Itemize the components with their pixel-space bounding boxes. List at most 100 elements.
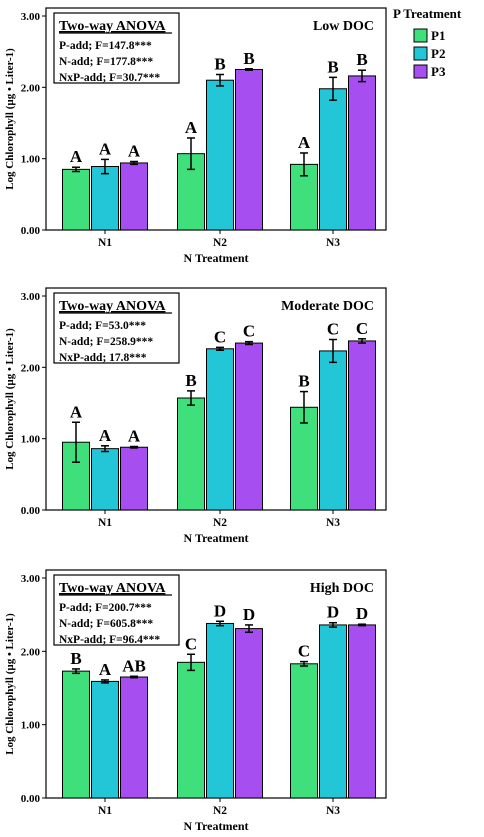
x-tick-label: N2	[213, 237, 227, 249]
significance-letter: B	[214, 54, 225, 73]
x-axis-label: N Treatment	[184, 531, 249, 545]
y-tick-label: 0.00	[21, 793, 41, 805]
x-tick-label: N3	[326, 805, 340, 817]
anova-heading: Two-way ANOVA	[59, 581, 166, 596]
bar-p2-n3	[319, 624, 347, 799]
panel-title: Moderate DOC	[281, 299, 374, 314]
significance-letter: A	[99, 426, 112, 445]
bar-p2-n3	[319, 350, 347, 511]
anova-line: P-add; F=53.0***	[59, 320, 146, 332]
significance-letter: B	[356, 50, 367, 69]
significance-letter: D	[356, 604, 368, 623]
anova-line: N-add; F=605.8***	[59, 618, 153, 630]
y-axis-label: Log Chlorophyll (µg • Liter-1)	[4, 48, 16, 190]
significance-letter: A	[298, 133, 311, 152]
anova-line: NxP-add; 17.8***	[59, 352, 147, 364]
y-tick-label: 0.00	[21, 225, 41, 237]
significance-letter: B	[185, 371, 196, 390]
x-tick-label: N2	[213, 805, 227, 817]
x-axis-label: N Treatment	[184, 819, 249, 833]
y-tick-label: 1.00	[21, 434, 41, 446]
y-tick-label: 3.00	[21, 11, 41, 23]
anova-box	[53, 292, 180, 364]
anova-line: P-add; F=147.8***	[59, 40, 152, 52]
significance-letter: B	[70, 649, 81, 668]
significance-letter: C	[298, 642, 310, 661]
significance-letter: C	[214, 327, 226, 346]
significance-letter: AB	[122, 656, 146, 675]
bar-p2-n3	[319, 88, 347, 231]
anova-box	[53, 12, 180, 84]
y-tick-label: 1.00	[21, 720, 41, 732]
significance-letter: B	[243, 49, 254, 68]
anova-line: P-add; F=200.7***	[59, 602, 152, 614]
x-tick-label: N2	[213, 517, 227, 529]
significance-letter: A	[70, 402, 83, 421]
significance-letter: C	[327, 320, 339, 339]
anova-heading: Two-way ANOVA	[59, 299, 166, 314]
y-tick-label: 3.00	[21, 573, 41, 585]
significance-letter: A	[128, 142, 141, 161]
anova-box	[53, 574, 180, 646]
bar-p2-n1	[91, 166, 119, 231]
bar-p3-n1	[120, 676, 148, 799]
anova-line: NxP-add; F=30.7***	[59, 72, 160, 84]
y-tick-label: 2.00	[21, 362, 41, 374]
significance-letter: A	[99, 660, 112, 679]
chart-panel-2: 0.00 1.00 2.00 3.00 Log Chlorophyll (µg • Li…	[4, 287, 387, 545]
y-axis-label: Log Chlorophyll (µg • Liter-1)	[4, 328, 16, 470]
panel-title: Low DOC	[313, 19, 374, 34]
anova-line: NxP-add; F=96.4***	[59, 634, 160, 646]
y-axis-label: Log Chlorophyll (µg • Liter-1)	[4, 613, 16, 755]
significance-letter: A	[70, 147, 83, 166]
significance-letter: B	[298, 372, 309, 391]
anova-heading: Two-way ANOVA	[59, 19, 166, 34]
x-tick-label: N1	[98, 517, 112, 529]
significance-letter: C	[185, 634, 197, 653]
chart-panel-3: 0.00 1.00 2.00 3.00 Log Chlorophyll (µg • Li…	[4, 569, 387, 833]
bar-p3-n3	[348, 340, 376, 511]
significance-letter: A	[185, 118, 198, 137]
bar-p1-n3	[290, 663, 318, 799]
significance-letter: C	[356, 319, 368, 338]
panel-title: High DOC	[310, 581, 374, 596]
bar-p3-n2	[235, 342, 263, 511]
legend-label-p2: P2	[431, 46, 445, 61]
legend-label-p3: P3	[431, 64, 446, 79]
legend-label-p1: P1	[431, 28, 445, 43]
x-axis-label: N Treatment	[184, 251, 249, 265]
bar-p1-n2	[177, 397, 205, 511]
significance-letter: D	[327, 603, 339, 622]
y-tick-label: 2.00	[21, 82, 41, 94]
bar-p3-n3	[348, 624, 376, 799]
x-tick-label: N3	[326, 517, 340, 529]
significance-letter: D	[243, 605, 255, 624]
bar-p2-n2	[206, 348, 234, 511]
bar-p2-n1	[91, 680, 119, 799]
legend-title: P Treatment	[393, 6, 462, 21]
anova-line: N-add; F=177.8***	[59, 56, 153, 68]
y-tick-label: 1.00	[21, 154, 41, 166]
bar-p1-n1	[62, 168, 90, 231]
bar-p3-n1	[120, 162, 148, 231]
legend-swatch-p2	[413, 46, 428, 61]
x-tick-label: N1	[98, 805, 112, 817]
legend: P Treatment P1 P2 P3	[393, 6, 462, 79]
chart-panel-1: 0.00 1.00 2.00 3.00 Log Chlorophyll (µg • Li…	[4, 7, 387, 265]
bar-p1-n3	[290, 406, 318, 511]
bar-p3-n1	[120, 446, 148, 511]
y-tick-label: 2.00	[21, 646, 41, 658]
x-tick-label: N3	[326, 237, 340, 249]
significance-letter: B	[327, 57, 338, 76]
significance-letter: C	[243, 322, 255, 341]
bar-p3-n2	[235, 628, 263, 799]
legend-swatch-p3	[413, 64, 428, 79]
x-tick-label: N1	[98, 237, 112, 249]
bar-p2-n2	[206, 622, 234, 799]
significance-letter: D	[214, 601, 226, 620]
bar-p1-n2	[177, 661, 205, 799]
legend-swatch-p1	[413, 28, 428, 43]
bar-p1-n1	[62, 670, 90, 799]
y-tick-label: 3.00	[21, 291, 41, 303]
